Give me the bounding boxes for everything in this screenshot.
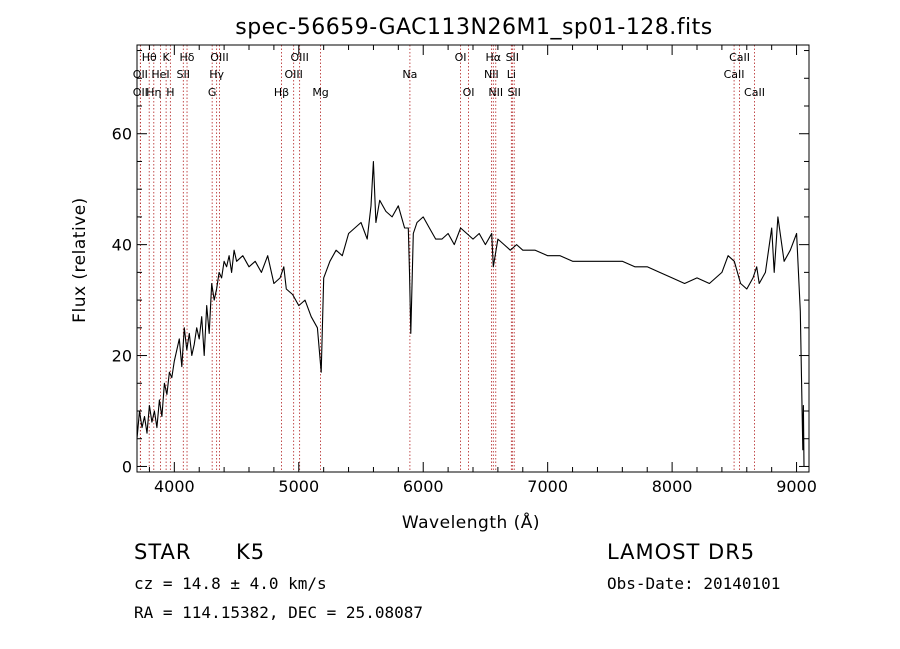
y-axis-label: Flux (relative) — [70, 197, 90, 323]
marker-label: Na — [402, 68, 417, 81]
marker-label: SII — [177, 68, 190, 81]
marker-label: Mg — [312, 86, 328, 99]
marker-label: G — [208, 86, 217, 99]
y-tick-label: 20 — [112, 347, 132, 366]
x-axis-ticks: 4000 5000 6000 7000 8000 9000 — [148, 45, 817, 496]
y-tick-label: 0 — [122, 457, 132, 476]
marker-label: Hδ — [180, 51, 195, 64]
chart-title: spec-56659-GAC113N26M1_sp01-128.fits — [235, 15, 713, 40]
marker-label: OI — [463, 86, 475, 99]
marker-label: CaII — [729, 51, 750, 64]
obs-date: Obs-Date: 20140101 — [607, 574, 781, 593]
y-tick-label: 60 — [112, 125, 132, 144]
x-tick-label: 5000 — [278, 477, 319, 496]
marker-label: SII — [506, 51, 519, 64]
marker-label: Hβ — [274, 86, 289, 99]
marker-label: OI — [455, 51, 467, 64]
marker-label: CaII — [724, 68, 745, 81]
marker-label: OIII — [290, 51, 308, 64]
x-tick-label: 7000 — [527, 477, 568, 496]
y-tick-label: 40 — [112, 236, 132, 255]
marker-label: Hγ — [209, 68, 224, 81]
marker-label: Hθ — [142, 51, 157, 64]
x-axis-label: Wavelength (Å) — [402, 511, 540, 533]
x-tick-label: 9000 — [776, 477, 817, 496]
marker-label: Hα — [486, 51, 502, 64]
spectrum-line — [136, 160, 805, 467]
marker-label: NII — [484, 68, 499, 81]
redshift-readout: cz = 14.8 ± 4.0 km/s — [134, 574, 327, 593]
object-class: STAR — [134, 540, 192, 564]
marker-label: OIII — [210, 51, 228, 64]
marker-label: K — [163, 51, 171, 64]
marker-label: Li — [507, 68, 516, 81]
marker-label: SII — [507, 86, 520, 99]
survey-name: LAMOST DR5 — [607, 540, 756, 564]
marker-label: H — [166, 86, 174, 99]
marker-label: HeI — [151, 68, 169, 81]
marker-label: OII — [133, 68, 148, 81]
marker-label: OIII — [284, 68, 302, 81]
line-markers — [139, 45, 755, 472]
x-tick-label: 4000 — [154, 477, 195, 496]
marker-label: Hη — [146, 86, 161, 99]
marker-label: NII — [488, 86, 503, 99]
coordinates-readout: RA = 114.15382, DEC = 25.08087 — [134, 603, 423, 622]
x-tick-label: 8000 — [652, 477, 693, 496]
x-tick-label: 6000 — [403, 477, 444, 496]
y-axis-ticks: 0 20 40 60 — [112, 50, 809, 476]
object-subclass: K5 — [236, 540, 266, 564]
marker-label: CaII — [744, 86, 765, 99]
plot-frame — [136, 44, 810, 473]
